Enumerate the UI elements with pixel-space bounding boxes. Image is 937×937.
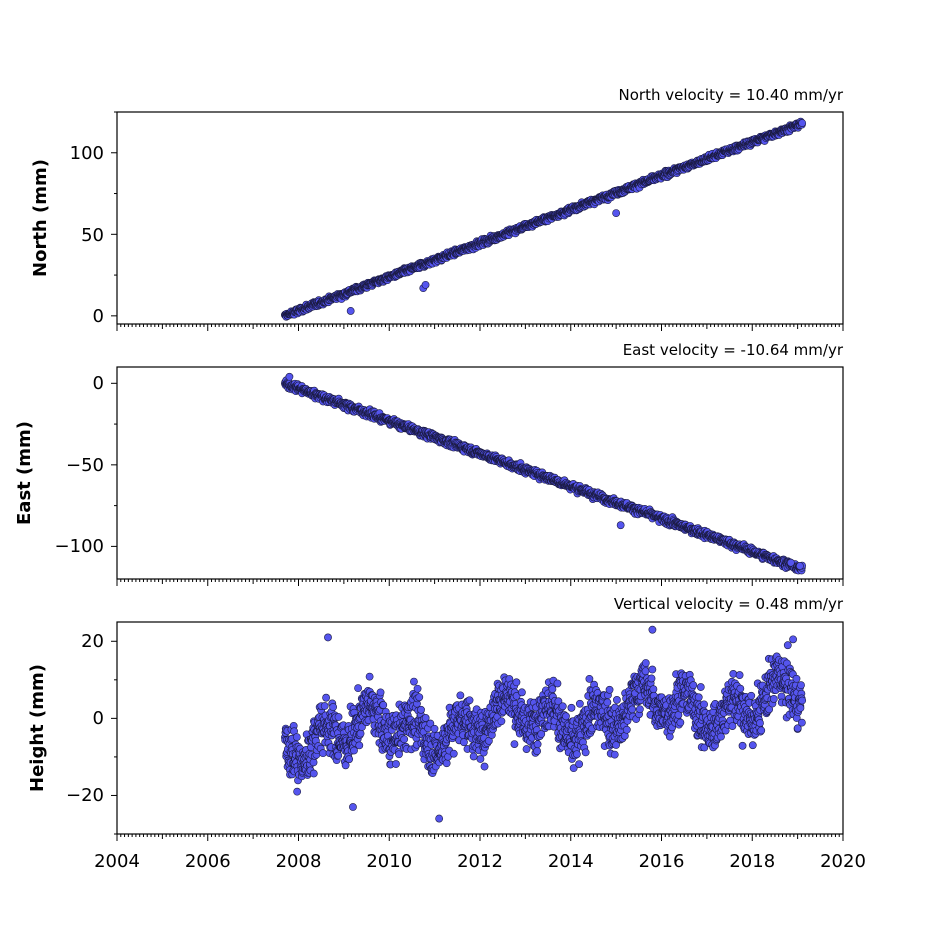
north-ytick-labels: 0 50 100 <box>70 143 104 327</box>
data-point <box>676 718 685 727</box>
data-point <box>356 729 365 738</box>
north-y-axis-label: North (mm) <box>30 159 51 277</box>
data-point <box>465 696 474 705</box>
data-point <box>533 747 542 756</box>
data-point <box>320 702 329 710</box>
data-point <box>379 701 388 709</box>
outlier-point <box>285 372 294 381</box>
data-point <box>365 672 374 681</box>
data-point <box>309 758 318 767</box>
data-point <box>334 713 343 721</box>
data-point <box>665 732 674 741</box>
east-y-axis-label: East (mm) <box>14 421 35 525</box>
data-point <box>603 698 612 707</box>
data-point <box>476 755 485 763</box>
east-ytick-label: 0 <box>93 373 104 394</box>
data-point <box>575 760 584 768</box>
data-point <box>469 752 478 761</box>
data-point <box>575 699 584 708</box>
data-point <box>548 685 557 693</box>
data-point <box>585 674 594 683</box>
data-point <box>460 738 468 747</box>
data-point <box>558 702 567 711</box>
outlier-point <box>616 521 625 530</box>
north-velocity-title: North velocity = 10.40 mm/yr <box>619 86 844 104</box>
outlier-point <box>612 209 621 218</box>
data-point <box>309 769 318 778</box>
data-point <box>319 749 327 758</box>
north-ytick-label: 100 <box>70 143 104 164</box>
data-point <box>510 740 519 748</box>
outlier-point <box>421 280 430 289</box>
data-point <box>628 705 637 714</box>
data-point <box>334 751 343 760</box>
height-ytick-label: 20 <box>81 631 104 652</box>
data-point <box>410 677 418 686</box>
data-point <box>395 750 403 759</box>
data-point <box>649 685 658 694</box>
data-point <box>497 717 506 726</box>
data-point <box>512 678 521 687</box>
east-velocity-title: East velocity = -10.64 mm/yr <box>623 341 844 359</box>
north-ytick-label: 0 <box>93 306 104 327</box>
data-point <box>430 724 439 733</box>
data-point <box>413 684 422 693</box>
data-point <box>415 693 424 702</box>
data-point <box>605 685 614 694</box>
data-point <box>689 681 698 690</box>
data-point <box>392 760 400 768</box>
data-point <box>622 725 631 734</box>
data-point <box>647 674 656 683</box>
north-points <box>281 117 807 321</box>
height-ytick-label: −20 <box>66 785 104 806</box>
data-point <box>610 750 619 759</box>
data-point <box>518 688 526 697</box>
east-ytick-label: −100 <box>55 536 104 557</box>
data-point <box>322 693 330 702</box>
data-point <box>553 679 562 688</box>
east-ytick-label: −50 <box>66 455 104 476</box>
data-point <box>329 703 338 711</box>
outlier-point <box>786 558 795 567</box>
data-point <box>641 667 650 676</box>
data-point <box>648 665 657 674</box>
data-point <box>641 659 650 667</box>
data-point <box>635 705 644 714</box>
data-point <box>456 691 465 700</box>
data-point <box>522 745 531 753</box>
data-point <box>694 693 703 702</box>
data-point <box>376 688 385 697</box>
data-point <box>798 119 807 127</box>
north-ytick-label: 50 <box>81 225 104 246</box>
data-point <box>442 759 451 768</box>
data-point <box>292 733 301 741</box>
data-point <box>449 749 458 758</box>
outlier-point <box>795 562 804 570</box>
height-ytick-label: 0 <box>93 708 104 729</box>
data-point <box>345 755 354 764</box>
data-point <box>567 703 576 712</box>
data-point <box>354 684 362 693</box>
data-point <box>613 696 621 704</box>
data-point <box>355 741 364 750</box>
height-y-axis-label: Height (mm) <box>27 664 48 792</box>
data-point <box>417 705 425 714</box>
data-point <box>400 735 409 744</box>
data-point <box>480 762 489 771</box>
data-point <box>293 787 302 796</box>
north-panel: North velocity = 10.40 mm/yr North (mm) … <box>30 86 844 331</box>
data-point <box>700 700 708 709</box>
data-point <box>562 712 570 721</box>
vertical-velocity-title: Vertical velocity = 0.48 mm/yr <box>614 595 844 613</box>
data-point <box>533 740 542 749</box>
data-point <box>581 748 590 757</box>
data-point <box>572 750 581 759</box>
outlier-point <box>346 307 355 315</box>
data-point <box>696 683 705 691</box>
